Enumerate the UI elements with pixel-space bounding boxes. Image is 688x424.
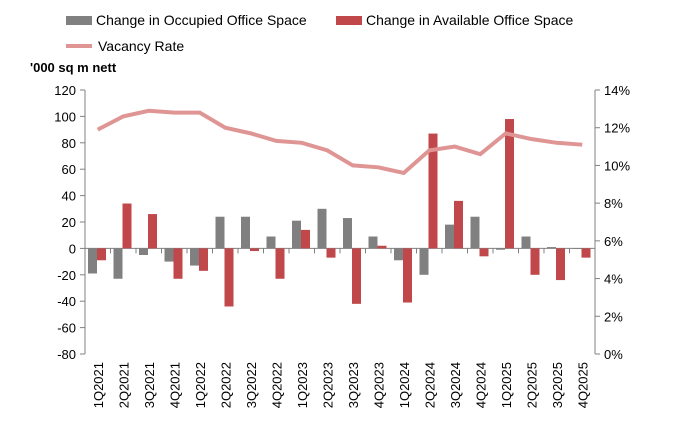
bar-available (122, 203, 132, 249)
y-tick-label: -20 (57, 268, 76, 283)
bar-occupied (368, 236, 378, 249)
bar-available (301, 229, 310, 249)
y2-tick-label: 6% (604, 234, 623, 249)
bar-occupied (215, 216, 225, 249)
bar-available (173, 248, 183, 279)
y-tick-label: 40 (62, 189, 76, 204)
y-tick-label: -80 (57, 347, 76, 362)
bar-available (530, 248, 540, 275)
x-tick-label: 4Q2024 (474, 362, 489, 408)
y2-tick-label: 8% (604, 196, 623, 211)
bar-occupied (164, 248, 174, 262)
bar-occupied (317, 208, 327, 249)
bar-occupied (292, 220, 301, 249)
y-axis-label: '000 sq m nett (30, 60, 117, 75)
y2-tick-label: 12% (604, 121, 630, 136)
bar-occupied (572, 248, 582, 249)
y-tick-label: 100 (54, 109, 76, 124)
bar-occupied (343, 218, 352, 249)
y-tick-label: -40 (57, 294, 76, 309)
vacancy-rate-line (96, 108, 583, 176)
x-tick-label: 1Q2022 (193, 362, 208, 408)
bar-available (581, 248, 591, 258)
legend-swatch (336, 15, 362, 25)
bar-occupied (496, 248, 505, 250)
legend-label: Vacancy Rate (98, 38, 185, 54)
x-tick-label: 1Q2024 (397, 362, 412, 408)
bar-occupied (139, 248, 148, 255)
bar-occupied (190, 248, 199, 266)
legend-label: Change in Available Office Space (366, 12, 574, 28)
bar-available (428, 133, 438, 249)
bar-occupied (266, 236, 276, 249)
bar-occupied (394, 248, 403, 261)
y-tick-label: -60 (57, 321, 76, 336)
bar-available (326, 248, 336, 258)
x-tick-label: 3Q2023 (346, 362, 361, 408)
x-tick-label: 2Q2022 (219, 362, 234, 408)
bar-occupied (470, 216, 480, 249)
y2-tick-label: 2% (604, 309, 623, 324)
legend-label: Change in Occupied Office Space (96, 12, 307, 28)
x-tick-label: 1Q2023 (295, 362, 310, 408)
bar-available (377, 245, 387, 249)
y-tick-label: 120 (54, 83, 76, 98)
x-tick-label: 2Q2021 (117, 362, 132, 408)
x-tick-label: 4Q2022 (270, 362, 285, 408)
legend-available: Change in Available Office Space (336, 12, 573, 28)
legend-occupied: Change in Occupied Office Space (66, 12, 307, 28)
x-tick-label: 4Q2021 (168, 362, 183, 408)
legend-swatch (66, 15, 92, 25)
y2-tick-label: 10% (604, 158, 630, 173)
y2-tick-label: 14% (604, 83, 630, 98)
bar-occupied (445, 224, 454, 249)
x-tick-label: 2Q2024 (423, 362, 438, 408)
bar-occupied (113, 248, 123, 279)
x-tick-label: 3Q2021 (142, 362, 157, 408)
x-tick-label: 3Q2025 (550, 362, 565, 408)
y2-tick-label: 4% (604, 272, 623, 287)
bar-available (275, 248, 285, 279)
legend-vacancy: Vacancy Rate (66, 38, 184, 54)
bar-available (148, 214, 157, 249)
y-tick-label: 60 (62, 162, 76, 177)
bar-available (454, 200, 463, 249)
bar-available (250, 248, 259, 252)
bar-occupied (521, 236, 531, 249)
x-tick-label: 2Q2023 (321, 362, 336, 408)
bar-occupied (547, 247, 556, 249)
x-tick-label: 1Q2021 (91, 362, 106, 408)
legend-swatch (66, 44, 92, 48)
bar-available (403, 248, 412, 303)
y2-tick-label: 0% (604, 347, 623, 362)
bar-available (556, 248, 565, 281)
bar-available (505, 119, 514, 249)
bar-available (224, 248, 234, 307)
x-tick-label: 3Q2022 (244, 362, 259, 408)
x-tick-label: 4Q2025 (576, 362, 591, 408)
bar-occupied (419, 248, 429, 275)
y-tick-label: 0 (69, 241, 76, 256)
y-tick-label: 80 (62, 136, 76, 151)
bar-occupied (241, 216, 250, 249)
bar-available (97, 248, 106, 261)
bar-occupied (88, 248, 97, 274)
bar-available (199, 248, 208, 271)
bar-available (479, 248, 489, 257)
bar-available (352, 248, 361, 304)
x-tick-label: 2Q2025 (525, 362, 540, 408)
x-tick-label: 4Q2023 (372, 362, 387, 408)
y-tick-label: 20 (62, 215, 76, 230)
x-tick-label: 3Q2024 (448, 362, 463, 408)
x-tick-label: 1Q2025 (499, 362, 514, 408)
